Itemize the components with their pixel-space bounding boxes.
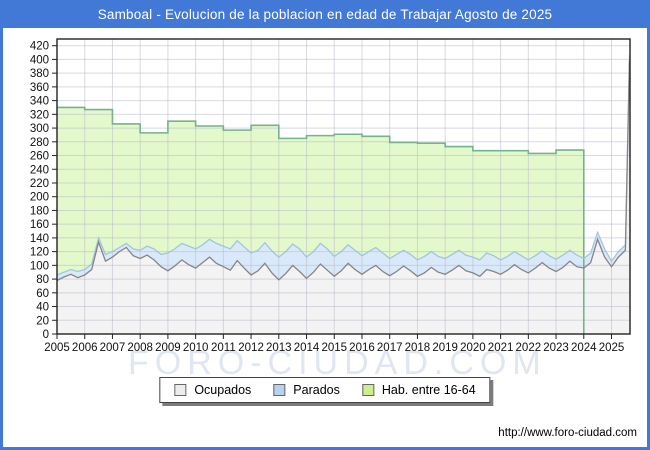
legend-label-hab: Hab. entre 16-64 bbox=[381, 383, 476, 397]
parados-line bbox=[56, 55, 631, 276]
x-tick-label: 2015 bbox=[321, 342, 347, 354]
legend-item-hab: Hab. entre 16-64 bbox=[361, 383, 476, 397]
x-tick-label: 2023 bbox=[543, 342, 569, 354]
x-tick-label: 2005 bbox=[44, 342, 70, 354]
x-tick-label: 2006 bbox=[72, 342, 98, 354]
y-tick-label: 200 bbox=[30, 192, 49, 204]
x-tick-label: 2025 bbox=[599, 342, 625, 354]
legend-item-ocupados: Ocupados bbox=[174, 383, 251, 397]
y-tick-label: 20 bbox=[36, 315, 49, 327]
x-tick-label: 2016 bbox=[349, 342, 375, 354]
x-tick-label: 2011 bbox=[211, 342, 236, 354]
y-tick-label: 400 bbox=[30, 54, 49, 66]
y-tick-label: 60 bbox=[36, 288, 49, 300]
chart-title: Samboal - Evolucion de la poblacion en e… bbox=[3, 0, 647, 28]
x-tick-label: 2017 bbox=[377, 342, 403, 354]
y-tick-label: 380 bbox=[30, 68, 49, 80]
footer-url: http://www.foro-ciudad.com bbox=[498, 427, 637, 439]
y-tick-label: 340 bbox=[30, 96, 49, 108]
legend-label-parados: Parados bbox=[293, 383, 340, 397]
y-tick-label: 180 bbox=[30, 205, 49, 217]
legend-item-parados: Parados bbox=[273, 383, 340, 397]
hab-16-64-line bbox=[57, 106, 585, 334]
y-tick-label: 40 bbox=[36, 302, 49, 314]
y-tick-label: 120 bbox=[30, 247, 49, 259]
axis-labels: 0204060801001201401601802002202402602803… bbox=[30, 41, 624, 354]
x-tick-label: 2019 bbox=[432, 342, 458, 354]
y-tick-label: 300 bbox=[30, 123, 49, 135]
y-tick-label: 240 bbox=[30, 164, 49, 176]
y-tick-label: 220 bbox=[30, 178, 49, 190]
x-tick-label: 2021 bbox=[488, 342, 514, 354]
x-tick-label: 2014 bbox=[294, 342, 320, 354]
y-tick-label: 160 bbox=[30, 219, 49, 231]
legend: Ocupados Parados Hab. entre 16-64 bbox=[159, 377, 491, 403]
legend-swatch-hab bbox=[361, 384, 374, 396]
watermark-text: FORO-CIUDAD.COM bbox=[128, 344, 547, 382]
x-tick-label: 2009 bbox=[155, 342, 181, 354]
legend-swatch-ocupados bbox=[174, 384, 187, 396]
x-tick-label: 2007 bbox=[100, 342, 126, 354]
x-tick-label: 2013 bbox=[266, 342, 292, 354]
legend-swatch-parados bbox=[273, 384, 286, 396]
y-tick-label: 100 bbox=[30, 260, 49, 272]
legend-label-ocupados: Ocupados bbox=[194, 383, 252, 397]
gridlines bbox=[57, 39, 630, 334]
y-tick-label: 360 bbox=[30, 82, 49, 94]
x-tick-label: 2024 bbox=[571, 342, 597, 354]
axes bbox=[52, 38, 631, 339]
x-tick-label: 2010 bbox=[183, 342, 209, 354]
y-tick-label: 0 bbox=[43, 329, 49, 341]
y-tick-label: 420 bbox=[30, 41, 49, 53]
x-tick-label: 2020 bbox=[460, 342, 486, 354]
y-tick-label: 320 bbox=[30, 109, 49, 121]
y-tick-label: 80 bbox=[36, 274, 49, 286]
x-tick-label: 2022 bbox=[516, 342, 542, 354]
y-tick-label: 280 bbox=[30, 137, 49, 149]
ocupados-line bbox=[56, 60, 631, 282]
series-lines bbox=[56, 55, 631, 334]
y-tick-label: 140 bbox=[30, 233, 49, 245]
x-tick-label: 2018 bbox=[405, 342, 431, 354]
x-tick-label: 2008 bbox=[127, 342, 153, 354]
y-tick-label: 260 bbox=[30, 151, 49, 163]
x-tick-label: 2012 bbox=[238, 342, 264, 354]
